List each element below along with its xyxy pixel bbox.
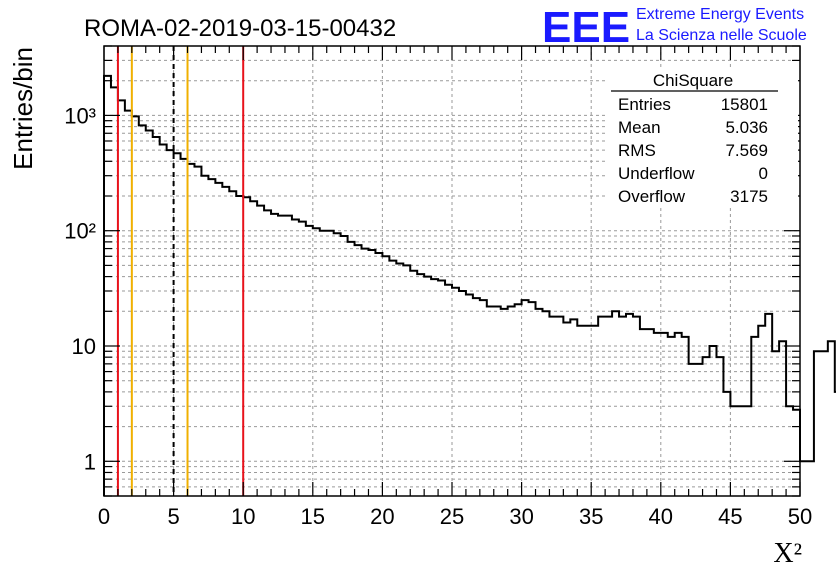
stats-row-label: Underflow	[618, 164, 695, 183]
x-tick-label: 5	[167, 504, 179, 529]
stats-box: ChiSquare Entries 15801 Mean 5.036 RMS 7…	[606, 68, 798, 208]
y-tick-label: 10³	[64, 103, 96, 128]
x-tick-label: 35	[579, 504, 603, 529]
reference-lines	[116, 46, 245, 496]
stats-title: ChiSquare	[653, 71, 733, 90]
stats-row-value: 7.569	[725, 141, 768, 160]
x-tick-label: 45	[718, 504, 742, 529]
eee-logo-line1: Extreme Energy Events	[636, 6, 804, 23]
y-axis-label: Entries/bin	[8, 47, 38, 170]
y-tick-label: 1	[84, 449, 96, 474]
y-tick-label: 10²	[64, 219, 96, 244]
histogram-series	[103, 74, 836, 496]
stats-row-label: Overflow	[618, 187, 686, 206]
stats-row-label: RMS	[618, 141, 656, 160]
eee-logo-mark: EEE	[542, 3, 630, 52]
x-tick-label: 25	[440, 504, 464, 529]
x-tick-label: 40	[649, 504, 673, 529]
stats-row-value: 3175	[730, 187, 768, 206]
stats-row-label: Mean	[618, 118, 661, 137]
tick-labels: 0 5 10 15 20 25 30 35 40 45 50 1 10 10² 10³	[64, 103, 812, 529]
y-tick-label: 10	[72, 334, 96, 359]
run-title: ROMA-02-2019-03-15-00432	[84, 15, 396, 42]
eee-logo-line2: La Scienza nelle Scuole	[636, 27, 807, 44]
x-tick-label: 10	[231, 504, 255, 529]
x-tick-label: 20	[370, 504, 394, 529]
x-tick-label: 15	[301, 504, 325, 529]
stats-row-value: 5.036	[725, 118, 768, 137]
x-axis-label: X²	[773, 538, 802, 569]
x-tick-label: 50	[788, 504, 812, 529]
grid	[104, 45, 800, 497]
stats-row-label: Entries	[618, 95, 671, 114]
x-tick-label: 30	[509, 504, 533, 529]
histogram-outline	[103, 74, 836, 496]
stats-row-value: 0	[759, 164, 768, 183]
x-tick-label: 0	[98, 504, 110, 529]
stats-row-value: 15801	[721, 95, 768, 114]
